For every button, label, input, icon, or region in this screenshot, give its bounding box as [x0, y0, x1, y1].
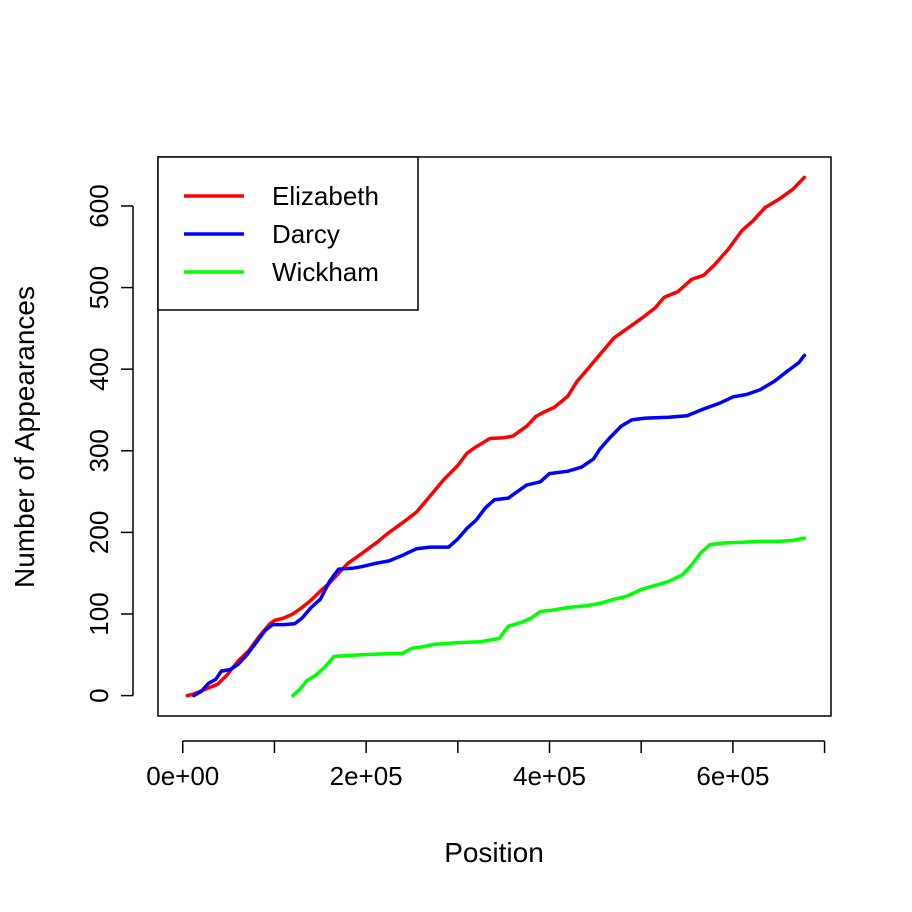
legend-label-darcy: Darcy: [272, 219, 340, 249]
y-tick-label: 0: [84, 688, 114, 702]
y-tick-label: 600: [84, 184, 114, 227]
x-axis-title: Position: [444, 837, 544, 868]
series-line-darcy: [192, 353, 807, 698]
x-tick-label: 6e+05: [696, 761, 769, 791]
plot-frame: [157, 156, 832, 717]
y-tick-label: 200: [84, 511, 114, 554]
y-axis-title: Number of Appearances: [9, 286, 40, 588]
y-axis: 0 100 200 300 400 500 600: [84, 184, 134, 703]
legend-label-elizabeth: Elizabeth: [272, 181, 379, 211]
series-line-elizabeth: [185, 175, 807, 698]
x-tick-label: 0e+00: [146, 761, 219, 791]
y-tick-label: 500: [84, 266, 114, 309]
y-tick-label: 100: [84, 592, 114, 635]
series-layer: [185, 175, 807, 698]
legend: Elizabeth Darcy Wickham: [157, 156, 419, 311]
y-tick-label: 400: [84, 348, 114, 391]
x-tick-label: 2e+05: [330, 761, 403, 791]
x-tick-label: 4e+05: [513, 761, 586, 791]
x-axis: 0e+00 2e+05 4e+05 6e+05: [146, 740, 826, 791]
series-line-wickham: [291, 536, 807, 698]
y-tick-label: 300: [84, 429, 114, 472]
legend-label-wickham: Wickham: [272, 257, 379, 287]
